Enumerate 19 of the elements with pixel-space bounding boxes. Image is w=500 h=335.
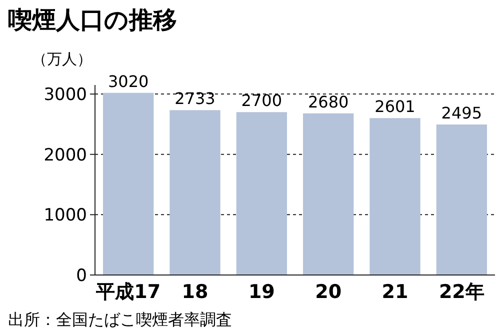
x-tick-label: 22年 — [438, 281, 484, 303]
chart-title: 喫煙人口の推移 — [8, 6, 177, 34]
y-tick-label: 0 — [76, 266, 87, 286]
data-label: 2601 — [374, 97, 416, 116]
text: 出所：全国たばこ喫煙者率調査 — [8, 310, 232, 329]
data-label: 2733 — [174, 89, 216, 108]
data-label: 3020 — [108, 72, 149, 91]
y-tick-label: 2000 — [44, 145, 87, 166]
x-tick-label: 21 — [382, 281, 408, 303]
data-label: 2700 — [241, 91, 282, 110]
data-label: 2680 — [308, 92, 349, 112]
data-label: 2495 — [441, 104, 482, 123]
y-tick-label: 1000 — [44, 206, 87, 226]
y-axis-title: （万人） — [32, 50, 92, 68]
x-tick-label: 20 — [315, 281, 342, 303]
x-tick-label: 18 — [182, 281, 208, 303]
x-tick-label: 19 — [248, 281, 275, 303]
y-tick-label: 3000 — [44, 85, 87, 106]
x-tick-label: 平成17 — [95, 281, 161, 303]
